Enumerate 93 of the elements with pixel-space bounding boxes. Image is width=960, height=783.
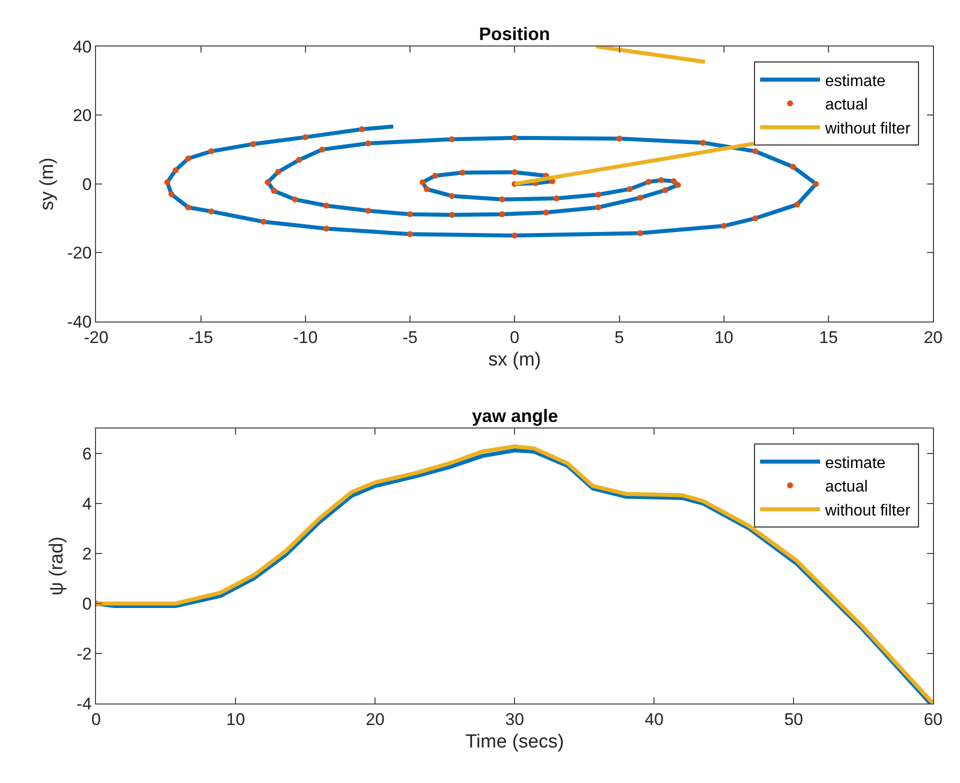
point: [302, 134, 308, 140]
point: [365, 140, 372, 146]
x-tick-label: 40: [644, 710, 664, 729]
point: [674, 182, 681, 188]
point: [323, 226, 330, 232]
point: [670, 178, 677, 184]
point: [260, 218, 267, 225]
point: [296, 156, 302, 163]
point: [168, 191, 174, 198]
point: [790, 164, 796, 170]
point: [658, 177, 664, 184]
y-tick-label: -40: [67, 312, 92, 332]
y-axis-title: sy (m): [37, 158, 58, 210]
x-tick-label: 20: [924, 328, 943, 347]
point: [616, 136, 622, 142]
point: [420, 179, 426, 186]
chart-title: Position: [479, 24, 550, 44]
line-series: [165, 124, 818, 238]
point: [812, 180, 819, 187]
x-tick-label: 50: [784, 710, 804, 729]
point: [185, 156, 192, 162]
point: [595, 192, 602, 198]
point: [448, 212, 455, 218]
point: [720, 222, 727, 229]
x-tick-label: 10: [714, 328, 734, 347]
point: [646, 178, 652, 185]
point: [700, 140, 706, 146]
point: [637, 230, 644, 236]
legend-label: estimate: [825, 72, 886, 90]
point: [271, 188, 278, 194]
point: [424, 186, 430, 192]
point: [358, 126, 365, 132]
x-tick-label: 15: [819, 328, 838, 347]
point: [292, 196, 298, 202]
point: [637, 194, 644, 201]
y-tick-label: 4: [82, 494, 92, 514]
x-axis-title: Time (secs): [465, 732, 564, 753]
point: [448, 192, 455, 199]
y-tick-label: 2: [82, 544, 92, 564]
point: [432, 172, 438, 179]
point: [319, 146, 326, 153]
x-tick-label: 30: [505, 710, 524, 729]
point: [662, 187, 668, 194]
y-tick-label: 40: [72, 37, 92, 56]
point: [595, 204, 602, 210]
point: [448, 136, 455, 142]
chart-title: yaw angle: [472, 406, 558, 426]
point: [407, 211, 414, 218]
point: [459, 170, 466, 176]
point: [264, 179, 271, 186]
x-tick-label: -15: [188, 328, 214, 347]
point: [365, 208, 372, 214]
y-tick-label: 20: [72, 106, 92, 126]
x-tick-label: -10: [293, 328, 318, 347]
legend-label: without filter: [824, 502, 912, 520]
x-axis-title: sx (m): [488, 350, 542, 371]
y-axis-title: ψ (rad): [46, 536, 68, 596]
y-tick-label: -4: [76, 694, 92, 714]
point: [208, 148, 214, 154]
x-tick-label: 60: [924, 710, 943, 729]
point: [164, 179, 170, 186]
legend-label: without filter: [824, 120, 912, 138]
legend-label: actual: [825, 478, 868, 496]
y-tick-label: 0: [82, 594, 92, 614]
y-tick-label: 0: [82, 174, 92, 194]
point: [407, 231, 414, 238]
point: [543, 209, 550, 216]
point: [512, 232, 518, 239]
x-tick-label: 10: [226, 710, 246, 729]
point: [323, 202, 330, 209]
y-tick-label: 6: [82, 444, 92, 464]
legend-label: estimate: [825, 454, 886, 472]
point: [499, 211, 506, 218]
point: [185, 204, 192, 210]
point: [512, 169, 518, 176]
y-tick-label: -20: [67, 244, 92, 263]
point: [208, 208, 214, 214]
y-tick-label: -2: [76, 644, 92, 664]
point: [794, 202, 800, 208]
point: [499, 196, 506, 202]
point: [626, 186, 633, 192]
point: [752, 215, 758, 222]
x-tick-label: 0: [510, 328, 520, 347]
point: [752, 148, 758, 154]
x-tick-label: 5: [614, 328, 624, 347]
x-tick-label: -5: [402, 328, 418, 347]
x-tick-label: 20: [366, 710, 385, 729]
point: [512, 134, 518, 141]
point: [172, 167, 179, 174]
point: [275, 168, 282, 175]
point: [250, 141, 256, 148]
legend-label: actual: [825, 96, 868, 114]
point: [553, 195, 560, 202]
